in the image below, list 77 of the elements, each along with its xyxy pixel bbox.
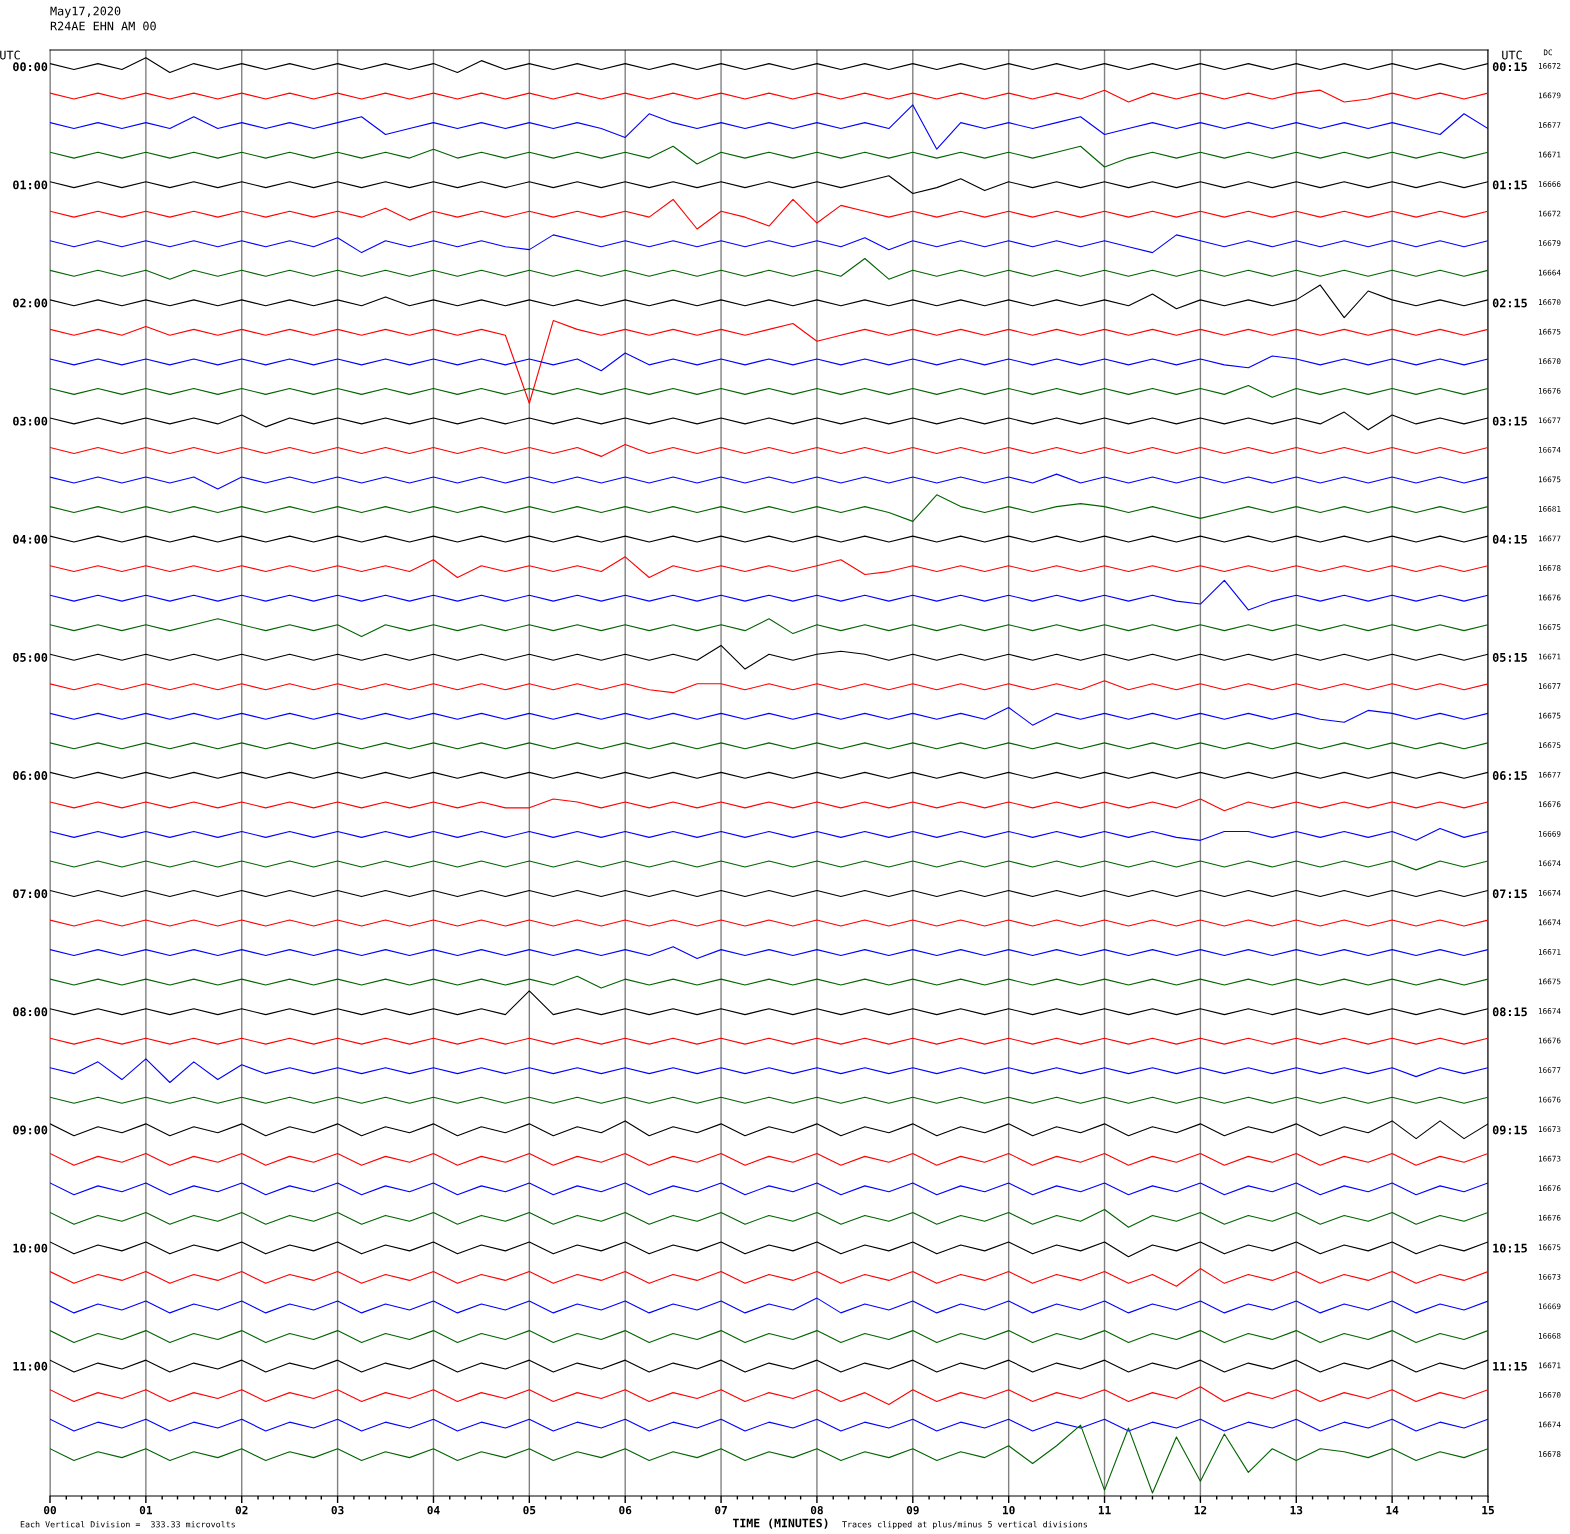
x-tick-label: 06 [619,1505,632,1515]
y2-tick-label: 09:15 [1492,1125,1527,1135]
line-series [50,827,1488,841]
line-series [50,473,1488,490]
line-series [50,494,1488,522]
line-series [50,89,1488,103]
line-series [50,579,1488,611]
line-series [50,1297,1488,1314]
y-tick-label: 04:00 [13,534,48,544]
y-tick-label: 07:00 [13,889,48,899]
x-tick-label: 11 [1098,1506,1111,1515]
x-tick-label: 03 [331,1505,344,1515]
line-series [50,556,1488,579]
y2-tick-label: 10:15 [1493,1243,1527,1253]
line-series [50,1268,1488,1287]
line-series [50,352,1488,372]
line-series [50,1208,1488,1228]
y2-tick-label: 06:15 [1492,771,1527,781]
x-tick-label: 09 [906,1505,919,1515]
y2-tick-label: 07:15 [1492,889,1527,899]
x-tick-label: 13 [1290,1505,1303,1515]
line-series [50,706,1488,726]
line-series [50,198,1488,230]
y-tick-label: 10:00 [13,1243,48,1253]
y2-tick-label: 03:15 [1492,416,1527,426]
y-tick-label: 11:00 [13,1361,48,1371]
line-series [50,680,1488,694]
line-series [50,946,1488,960]
x-tick-label: 02 [235,1505,248,1515]
x-tick-label: 10 [1003,1505,1015,1515]
x-axis-title: TIME (MINUTES) [732,1518,828,1529]
line-series [50,384,1488,398]
line-series [50,618,1488,638]
y2-tick-label: 04:15 [1492,534,1527,544]
text: Traces clipped at plus/minus 5 vertical divisions [842,1520,1088,1530]
x-tick-label: 08 [810,1505,823,1515]
line-series [50,234,1488,254]
y-tick-label: 08:00 [13,1007,48,1017]
line-series [50,1330,1488,1343]
line-series [50,798,1488,812]
y2-tick-label: 02:15 [1492,298,1527,308]
x-tick-label: 04 [427,1505,440,1515]
y2-axis-title: UTC [1502,50,1522,60]
line-series [50,257,1488,280]
y-tick-label: 09:00 [13,1125,48,1135]
y-tick-label: 06:00 [13,771,48,781]
y-tick-label: 02:00 [13,298,48,308]
line-series [50,1058,1488,1084]
chart-subtitle: R24AE EHN AM 00 [50,21,156,31]
x-tick-label: 14 [1386,1506,1399,1515]
line-series [50,1386,1488,1405]
y2-tick-label: 08:15 [1492,1007,1527,1017]
line-series [50,444,1488,457]
line-series [50,1418,1488,1432]
line-series [50,1182,1488,1196]
x-tick-label: 05 [523,1505,536,1515]
line-series [50,104,1488,150]
x-tick-label: 15 [1482,1506,1494,1515]
line-series [50,1152,1488,1166]
y2-tick-label: 05:15 [1492,652,1527,662]
y-axis-title: UTC [0,50,20,60]
y2-tick-label: 11:15 [1493,1361,1527,1371]
y-tick-label: 03:00 [13,416,48,426]
y-tick-label: 01:00 [13,180,48,190]
x-tick-label: 01 [139,1505,153,1515]
line-series [50,319,1488,404]
x-tick-label: 12 [1194,1505,1207,1515]
text: Each Vertical Division = 333.33 microvolts [20,1520,235,1528]
y-tick-label: 05:00 [13,652,48,662]
x-tick-label: 00 [43,1505,57,1515]
line-series [50,145,1488,168]
y-tick-label: 00:00 [13,62,48,72]
x-tick-label: 07 [715,1505,727,1515]
y2-tick-label: 01:15 [1492,180,1527,190]
y2-tick-label: 00:15 [1492,62,1527,72]
chart-title: May17,2020 [50,6,121,18]
line-series [50,975,1488,989]
